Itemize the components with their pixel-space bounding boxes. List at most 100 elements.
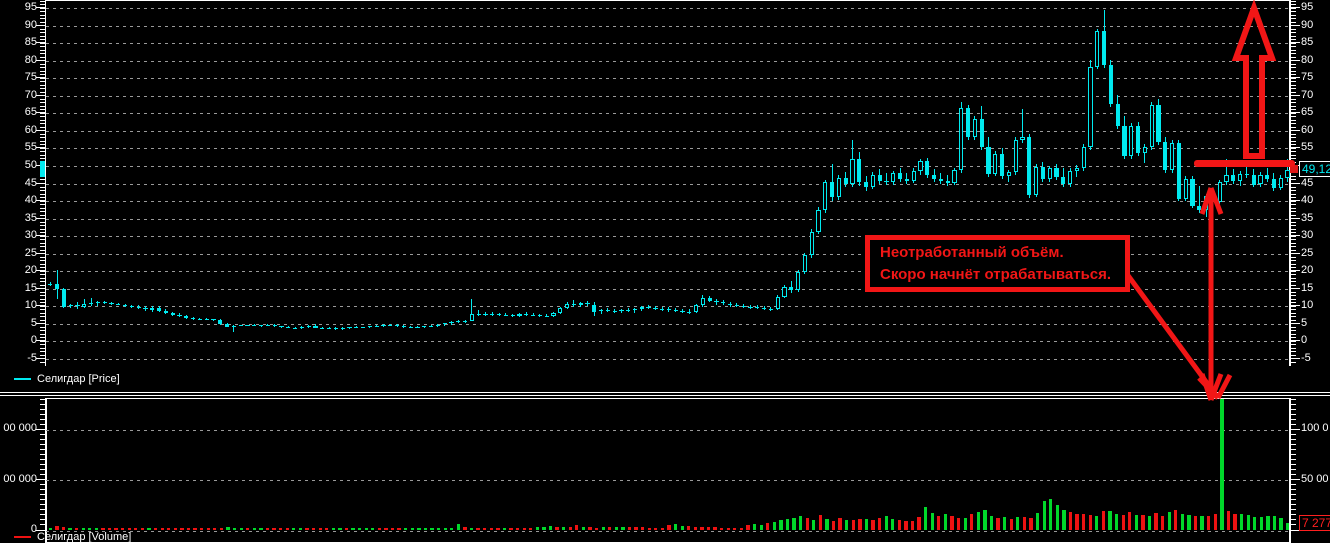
candle-wick [600,308,602,314]
axis-tick-minor [1291,155,1296,156]
axis-tick-minor [1291,439,1296,440]
axis-tick-minor [1291,243,1296,244]
axis-tick-minor [1291,225,1296,226]
candlestick [965,1,971,366]
volume-plot-area[interactable] [46,398,1290,543]
volume-bar [1055,505,1059,530]
volume-legend[interactable]: Селигдар [Volume] [14,531,131,543]
volume-bar [825,518,829,530]
axis-tick-minor [40,18,45,19]
price-plot-area[interactable] [46,0,1290,366]
candlestick [1047,1,1052,366]
candlestick [564,1,570,366]
candle-body [932,175,937,179]
axis-tick [1291,305,1300,307]
candlestick [830,1,835,366]
candle-body [61,288,67,307]
axis-tick-minor [40,499,45,500]
gridline [46,253,1290,255]
candle-wick [682,308,684,313]
candlestick [252,1,257,366]
axis-line [45,0,46,366]
candle-body [170,312,175,315]
candlestick [184,1,189,366]
candlestick [850,1,855,366]
axis-tick-minor [40,106,45,107]
candle-body [898,173,903,179]
volume-bar [390,528,395,530]
candle-wick [1287,158,1289,182]
candle-body [666,309,672,311]
axis-tick-minor [40,88,45,89]
volume-y-axis-left[interactable]: 00 000 00 000 0 [0,398,46,543]
axis-tick-minor [1291,504,1296,505]
axis-tick-minor [40,197,45,198]
axis-tick-minor [40,320,45,321]
axis-tick-minor [40,334,45,335]
candle-body [707,298,712,301]
volume-bar [522,528,526,530]
axis-tick-minor [1291,337,1296,338]
candle-body [619,310,624,312]
volume-bar [384,528,388,530]
axis-tick-minor [40,494,45,495]
candle-body [1095,31,1100,67]
plot-border [46,399,47,542]
volume-bar [1154,513,1158,530]
volume-chart-panel[interactable]: 00 000 00 000 0 100 0 50 00 Селигдар [Volum… [0,398,1330,543]
axis-tick [36,7,45,9]
volume-bar [1180,514,1185,530]
price-legend[interactable]: Селигдар [Price] [14,373,120,385]
volume-bar [265,528,270,530]
candlestick [857,1,862,366]
axis-tick-minor [40,141,45,142]
volume-y-axis-right[interactable]: 100 0 50 00 [1290,398,1330,543]
volume-bar [983,510,987,530]
axis-tick-minor [40,39,45,40]
candle-body [755,307,760,309]
candle-wick [90,298,92,306]
volume-bar [1259,517,1264,530]
price-y-axis-left[interactable]: 95 90 85 80 75 70 65 60 55 50 45 40 35 30 25 20 15 10 5 0 -5 [0,0,46,367]
candle-body [1224,175,1229,183]
axis-tick-minor [1291,194,1296,195]
candlestick [116,1,121,366]
axis-tick-minor [1291,116,1296,117]
axis-tick-minor [1291,113,1296,114]
axis-tick-minor [1291,187,1296,188]
axis-tick [1291,77,1300,79]
candle-wick [770,306,772,311]
candle-body [748,306,753,308]
price-chart-panel[interactable]: 95 90 85 80 75 70 65 60 55 50 45 40 35 30 25 20 15 10 5 0 -5… [0,0,1330,367]
volume-bar [193,528,197,530]
axis-tick-minor [40,187,45,188]
axis-tick [36,340,45,342]
axis-tick-minor [40,194,45,195]
candlestick [1095,1,1100,366]
volume-bar [555,526,559,530]
candle-body [1020,136,1025,141]
price-axis-label-right: 85 [1301,36,1314,49]
axis-tick-minor [1291,494,1296,495]
price-y-axis-right[interactable]: 95 90 85 80 75 70 65 60 55 45 40 35 30 25 20 15 10 5 0 -5 [1290,0,1330,367]
axis-tick-minor [1291,524,1296,525]
candle-body [1190,178,1195,206]
axis-tick-minor [1291,302,1296,303]
gridline [46,480,1290,481]
price-axis-label-left: 80 [24,53,37,66]
candlestick [1244,1,1249,366]
axis-tick-minor [1291,25,1296,26]
volume-bar [1193,516,1198,530]
candlestick [1231,1,1236,366]
candle-body [1122,126,1127,157]
axis-tick-minor [1291,327,1296,328]
axis-tick-minor [40,78,45,79]
axis-tick-minor [40,43,45,44]
candle-body [1061,177,1066,185]
candle-body [157,307,162,311]
axis-tick-minor [1291,46,1296,47]
resistance-line [1194,160,1295,167]
candlestick [456,1,461,366]
axis-tick-minor [40,85,45,86]
volume-bar [55,526,59,530]
